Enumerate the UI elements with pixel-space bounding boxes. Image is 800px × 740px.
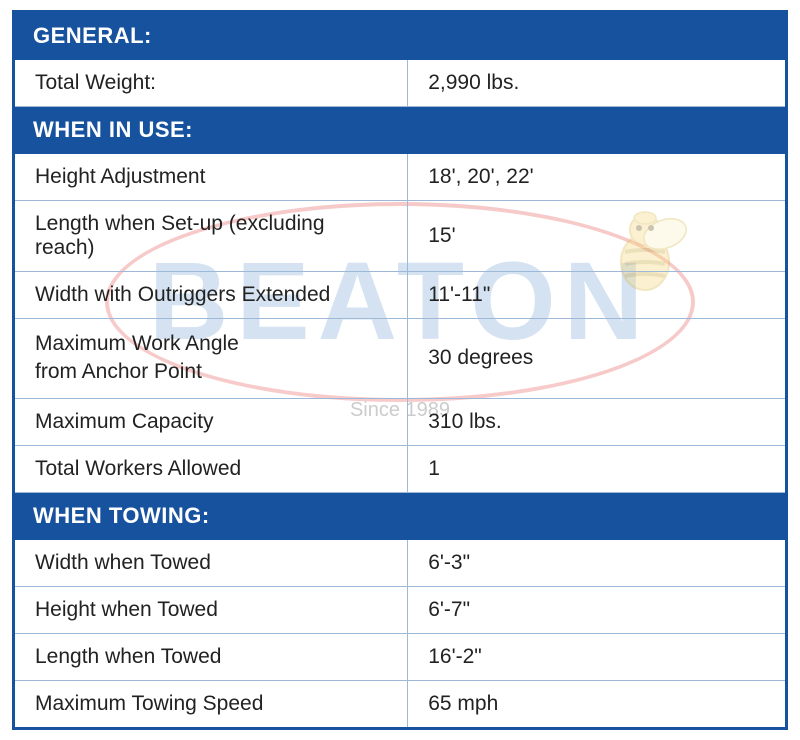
spec-value: 65 mph <box>408 680 787 728</box>
section-header-in-use: WHEN IN USE: <box>14 107 787 154</box>
spec-value: 18', 20', 22' <box>408 154 787 201</box>
spec-value: 15' <box>408 201 787 272</box>
spec-value: 16'-2" <box>408 633 787 680</box>
spec-label: Length when Set-up (excluding reach) <box>14 201 408 272</box>
spec-label: Total Workers Allowed <box>14 445 408 492</box>
table-row: Total Workers Allowed 1 <box>14 445 787 492</box>
table-row: Maximum Work Anglefrom Anchor Point 30 d… <box>14 319 787 399</box>
spec-label: Width with Outriggers Extended <box>14 272 408 319</box>
section-header-general: GENERAL: <box>14 12 787 60</box>
spec-label: Maximum Towing Speed <box>14 680 408 728</box>
section-header-towing: WHEN TOWING: <box>14 492 787 539</box>
table-row: Maximum Towing Speed 65 mph <box>14 680 787 728</box>
spec-label: Length when Towed <box>14 633 408 680</box>
spec-value: 2,990 lbs. <box>408 60 787 107</box>
spec-table-container: GENERAL: Total Weight: 2,990 lbs. WHEN I… <box>0 0 800 740</box>
spec-label: Maximum Work Anglefrom Anchor Point <box>14 319 408 399</box>
spec-label: Total Weight: <box>14 60 408 107</box>
table-row: Maximum Capacity 310 lbs. <box>14 398 787 445</box>
spec-label: Maximum Capacity <box>14 398 408 445</box>
table-row: Length when Towed 16'-2" <box>14 633 787 680</box>
table-row: Length when Set-up (excluding reach) 15' <box>14 201 787 272</box>
spec-value: 310 lbs. <box>408 398 787 445</box>
spec-table: GENERAL: Total Weight: 2,990 lbs. WHEN I… <box>12 10 788 730</box>
spec-value: 6'-7" <box>408 586 787 633</box>
section-title: GENERAL: <box>14 12 787 60</box>
table-row: Total Weight: 2,990 lbs. <box>14 60 787 107</box>
table-row: Width when Towed 6'-3" <box>14 539 787 586</box>
table-row: Height when Towed 6'-7" <box>14 586 787 633</box>
spec-value: 30 degrees <box>408 319 787 399</box>
spec-label: Height Adjustment <box>14 154 408 201</box>
section-title: WHEN IN USE: <box>14 107 787 154</box>
table-row: Height Adjustment 18', 20', 22' <box>14 154 787 201</box>
spec-value: 11'-11" <box>408 272 787 319</box>
spec-label: Height when Towed <box>14 586 408 633</box>
spec-value: 6'-3" <box>408 539 787 586</box>
section-title: WHEN TOWING: <box>14 492 787 539</box>
spec-value: 1 <box>408 445 787 492</box>
table-row: Width with Outriggers Extended 11'-11" <box>14 272 787 319</box>
spec-label: Width when Towed <box>14 539 408 586</box>
